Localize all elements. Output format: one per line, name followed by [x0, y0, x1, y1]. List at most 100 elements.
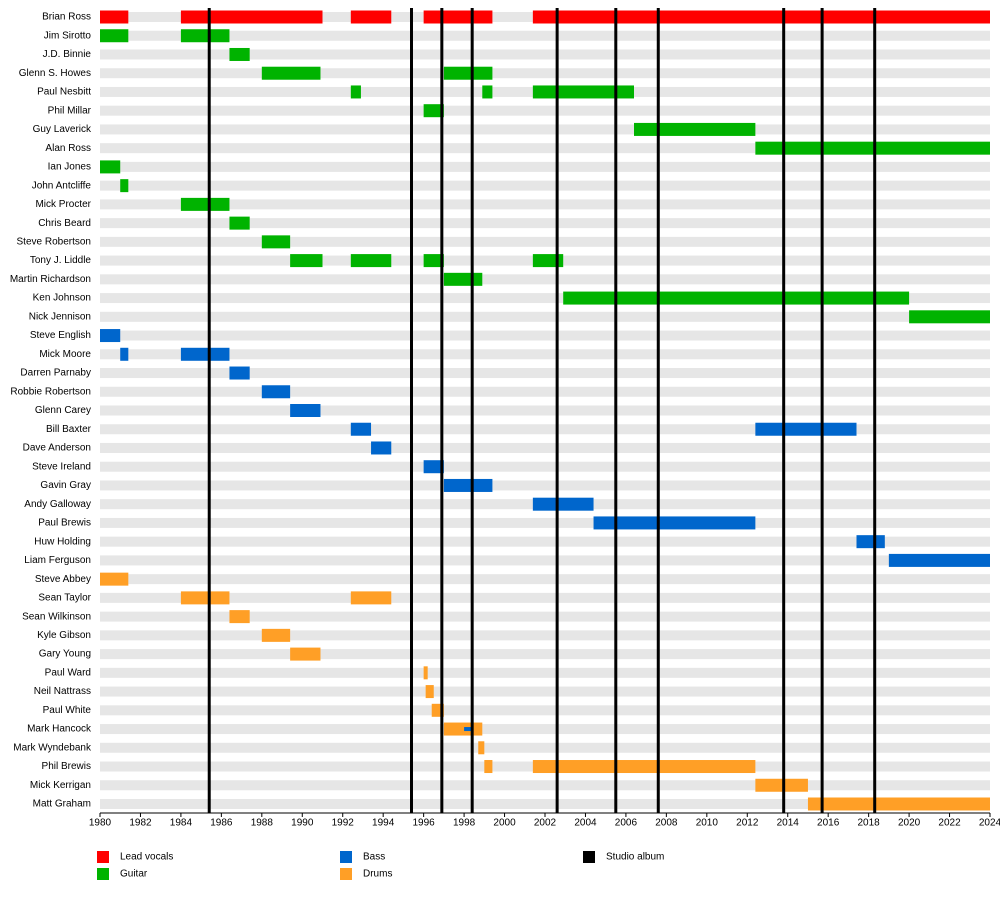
member-bar: [100, 160, 121, 174]
member-bar: [482, 85, 493, 99]
member-label: Glenn Carey: [35, 405, 91, 416]
row-band: [100, 592, 990, 603]
member-label: Chris Beard: [38, 218, 91, 229]
x-tick-label: 1996: [413, 818, 436, 829]
member-label: Steve Robertson: [17, 236, 92, 247]
row-band: [100, 124, 990, 135]
row-band: [100, 68, 990, 79]
x-tick-label: 1990: [291, 818, 314, 829]
x-tick-label: 2012: [736, 818, 759, 829]
member-bar: [423, 10, 493, 24]
member-bar: [484, 760, 493, 774]
legend-label: Guitar: [120, 869, 148, 880]
member-label: Matt Graham: [33, 799, 91, 810]
member-label: Robbie Robertson: [10, 386, 91, 397]
member-bar: [180, 347, 230, 361]
member-label: Jim Sirotto: [44, 30, 92, 41]
member-bar: [350, 10, 392, 24]
row-band: [100, 293, 990, 304]
member-label: Brian Ross: [42, 12, 91, 23]
member-label: Alan Ross: [45, 143, 91, 154]
member-bar: [290, 647, 321, 661]
x-tick-label: 2010: [696, 818, 719, 829]
member-label: Mick Procter: [35, 199, 91, 210]
row-band: [100, 199, 990, 210]
member-bar: [100, 572, 129, 586]
x-tick-label: 2000: [493, 818, 516, 829]
row-band: [100, 386, 990, 397]
member-label: Darren Parnaby: [20, 368, 91, 379]
row-band: [100, 274, 990, 285]
row-band: [100, 461, 990, 472]
member-bar: [532, 85, 634, 99]
x-tick-label: 2006: [615, 818, 638, 829]
x-tick-label: 1982: [129, 818, 152, 829]
member-label: Mark Wyndebank: [13, 742, 92, 753]
row-band: [100, 742, 990, 753]
member-bar: [464, 727, 473, 732]
x-tick-label: 2016: [817, 818, 840, 829]
member-bar: [755, 422, 857, 436]
row-band: [100, 161, 990, 172]
member-label: Phil Millar: [48, 105, 92, 116]
member-label: Paul Ward: [45, 667, 91, 678]
row-band: [100, 555, 990, 566]
row-band: [100, 30, 990, 41]
member-label: Steve Abbey: [35, 574, 91, 585]
row-band: [100, 799, 990, 809]
member-label: John Antcliffe: [32, 180, 92, 191]
member-bar: [120, 179, 129, 193]
member-bar: [180, 10, 323, 24]
member-bar: [443, 478, 493, 492]
legend-label: Drums: [363, 869, 392, 880]
row-band: [100, 536, 990, 547]
member-bar: [371, 441, 392, 455]
member-bar: [350, 591, 392, 605]
row-band: [100, 442, 990, 453]
member-label: Sean Taylor: [38, 593, 91, 604]
member-bar: [634, 122, 756, 136]
member-bar: [888, 553, 990, 567]
member-label: Mick Kerrigan: [30, 780, 91, 791]
member-bar: [443, 66, 493, 80]
row-band: [100, 349, 990, 360]
member-label: Paul White: [43, 705, 92, 716]
member-label: Nick Jennison: [29, 311, 91, 322]
row-band: [100, 105, 990, 116]
member-bar: [100, 29, 129, 43]
member-label: Kyle Gibson: [37, 630, 91, 641]
member-bar: [425, 685, 434, 699]
legend-swatch: [340, 851, 352, 863]
member-label: Mick Moore: [39, 349, 91, 360]
member-bar: [755, 778, 808, 792]
member-label: Bill Baxter: [46, 424, 92, 435]
member-bar: [261, 235, 291, 249]
member-bar: [290, 404, 321, 417]
row-band: [100, 630, 990, 641]
x-tick-label: 2002: [534, 818, 557, 829]
member-label: Huw Holding: [34, 536, 91, 547]
x-tick-label: 2020: [898, 818, 921, 829]
x-tick-label: 2008: [655, 818, 678, 829]
member-bar: [478, 741, 485, 755]
row-band: [100, 368, 990, 379]
row-band: [100, 424, 990, 435]
member-label: Ian Jones: [48, 162, 91, 173]
row-band: [100, 517, 990, 528]
member-bar: [100, 329, 121, 343]
member-label: Tony J. Liddle: [30, 255, 92, 266]
member-bar: [423, 666, 428, 680]
member-label: Steve English: [30, 330, 91, 341]
member-bar: [229, 47, 250, 61]
row-band: [100, 311, 990, 322]
member-label: Neil Nattrass: [34, 686, 91, 697]
row-band: [100, 480, 990, 491]
legend-swatch: [340, 868, 352, 880]
x-tick-label: 2014: [777, 818, 800, 829]
row-band: [100, 724, 990, 735]
member-bar: [423, 104, 444, 118]
member-bar: [261, 385, 291, 399]
member-label: Steve Ireland: [32, 461, 91, 472]
member-bar: [350, 422, 372, 436]
x-tick-label: 2018: [858, 818, 881, 829]
